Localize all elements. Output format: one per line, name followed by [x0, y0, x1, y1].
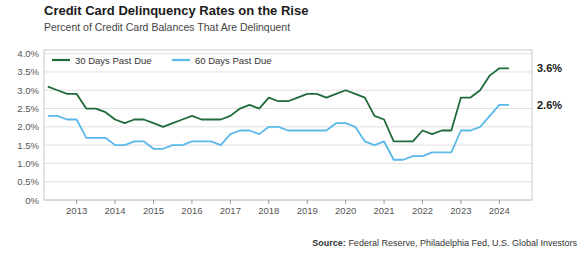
- series-line: [48, 68, 509, 141]
- grid-line: [44, 90, 532, 91]
- x-tick-label: 2018: [258, 205, 279, 216]
- end-label: 3.6%: [537, 62, 562, 74]
- source: Source: Federal Reserve, Philadelphia Fe…: [312, 238, 577, 248]
- y-tick-label: 0.5%: [17, 176, 39, 187]
- x-tick: [191, 200, 192, 204]
- x-tick-label: 2016: [181, 205, 202, 216]
- x-tick: [268, 200, 269, 204]
- x-tick: [422, 200, 423, 204]
- series-line: [48, 105, 509, 160]
- chart: Credit Card Delinquency Rates on the Ris…: [0, 0, 585, 254]
- source-text: Source:: [312, 238, 346, 248]
- x-tick-label: 2023: [450, 205, 471, 216]
- x-tick: [499, 200, 500, 204]
- grid-line: [44, 181, 532, 182]
- x-tick-label: 2014: [105, 205, 126, 216]
- x-tick: [76, 200, 77, 204]
- x-tick: [153, 200, 154, 204]
- end-label: 2.6%: [537, 99, 562, 111]
- x-tick: [115, 200, 116, 204]
- x-tick: [460, 200, 461, 204]
- x-tick-label: 2017: [220, 205, 241, 216]
- y-tick-label: 3.0%: [17, 85, 39, 96]
- legend-label: 60 Days Past Due: [195, 55, 272, 66]
- x-tick-label: 2013: [66, 205, 87, 216]
- x-tick: [230, 200, 231, 204]
- y-tick-label: 4.0%: [17, 48, 39, 59]
- legend-swatch: [172, 59, 190, 61]
- x-tick-label: 2019: [297, 205, 318, 216]
- x-tick: [345, 200, 346, 204]
- grid-line: [44, 126, 532, 127]
- x-tick: [307, 200, 308, 204]
- x-tick-label: 2015: [143, 205, 164, 216]
- grid-line: [44, 71, 532, 72]
- y-tick-label: 2.5%: [17, 103, 39, 114]
- plot-area: [48, 68, 509, 159]
- legend-label: 30 Days Past Due: [75, 55, 152, 66]
- plot-frame: [44, 50, 532, 200]
- x-tick-label: 2021: [373, 205, 394, 216]
- legend-swatch: [52, 59, 70, 61]
- x-tick-label: 2022: [412, 205, 433, 216]
- y-tick-label: 1.0%: [17, 158, 39, 169]
- y-tick-label: 3.5%: [17, 66, 39, 77]
- grid-line: [44, 108, 532, 109]
- subtitle: Percent of Credit Card Balances That Are…: [44, 21, 290, 33]
- y-tick-label: 2.0%: [17, 121, 39, 132]
- source-text: Federal Reserve, Philadelphia Fed, U.S. …: [346, 238, 578, 248]
- x-tick: [384, 200, 385, 204]
- grid-line: [44, 163, 532, 164]
- y-tick-label: 0%: [25, 195, 39, 206]
- title: Credit Card Delinquency Rates on the Ris…: [44, 3, 308, 18]
- x-tick-label: 2024: [489, 205, 510, 216]
- y-tick-label: 1.5%: [17, 140, 39, 151]
- x-tick-label: 2020: [335, 205, 356, 216]
